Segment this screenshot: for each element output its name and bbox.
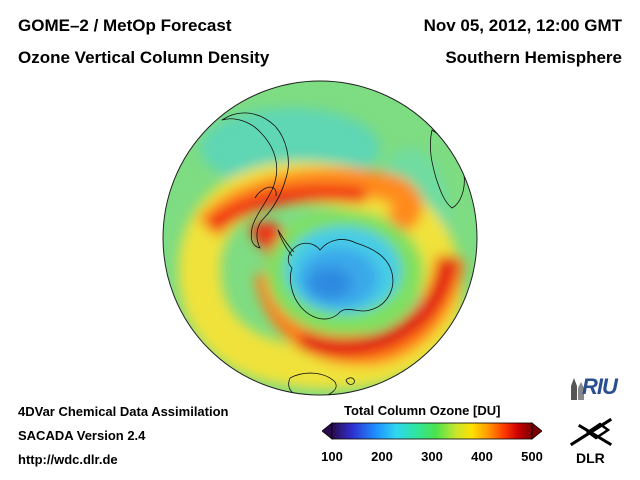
colorbar (322, 422, 542, 440)
map-subtitle: Ozone Vertical Column Density (18, 48, 270, 67)
colorbar-high-arrow (531, 422, 542, 440)
riu-logo-text: RIU (582, 374, 618, 399)
dlr-logo-text: DLR (576, 450, 605, 466)
colorbar-tick: 400 (471, 449, 493, 464)
footer-url-link[interactable]: http://wdc.dlr.de (18, 452, 118, 467)
globe-outline (162, 80, 478, 396)
footer-assimilation-label: 4DVar Chemical Data Assimilation (18, 404, 229, 419)
colorbar-title: Total Column Ozone [DU] (344, 403, 501, 418)
colorbar-tick: 200 (371, 449, 393, 464)
colorbar-low-arrow (322, 422, 333, 440)
footer-version-label: SACADA Version 2.4 (18, 428, 146, 443)
hemisphere-label: Southern Hemisphere (445, 48, 622, 67)
colorbar-gradient (331, 422, 533, 440)
ozone-field (178, 108, 465, 390)
colorbar-tick: 100 (321, 449, 343, 464)
map-title: GOME–2 / MetOp Forecast (18, 16, 232, 35)
colorbar-tick: 300 (421, 449, 443, 464)
forecast-date: Nov 05, 2012, 12:00 GMT (423, 16, 622, 35)
dlr-logo-icon (569, 417, 613, 447)
colorbar-tick: 500 (521, 449, 543, 464)
ozone-globe-map (162, 80, 478, 396)
riu-logo-icon (571, 378, 584, 400)
